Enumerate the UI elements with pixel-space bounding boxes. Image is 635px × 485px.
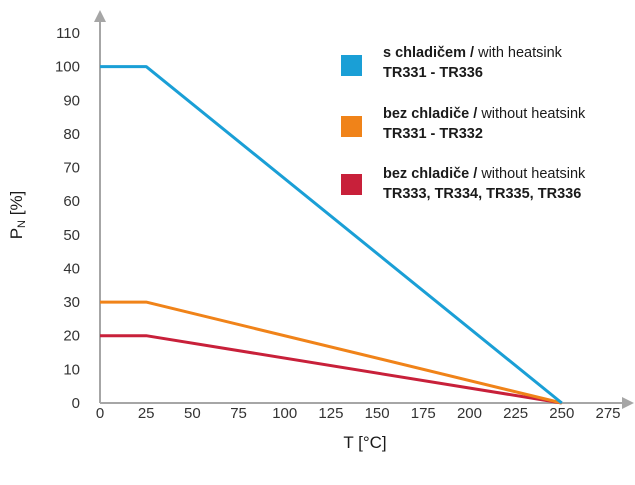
- y-axis-label: PN [%]: [7, 191, 28, 240]
- y-axis-arrow: [94, 10, 106, 22]
- x-tick-label: 50: [184, 405, 201, 422]
- legend-entry-label-regular: without heatsink: [477, 166, 586, 182]
- x-tick-label: 250: [549, 405, 574, 422]
- legend-entry-label: s chladičem / with heatsink: [383, 45, 563, 61]
- x-tick-label: 275: [595, 405, 620, 422]
- legend-entry-label-regular: with heatsink: [474, 45, 563, 61]
- y-axis-label-main: P: [7, 228, 26, 239]
- x-axis-arrow: [622, 397, 634, 409]
- y-tick-label: 80: [63, 126, 80, 143]
- y-tick-label: 40: [63, 260, 80, 277]
- y-tick-label: 30: [63, 294, 80, 311]
- y-tick-label: 60: [63, 193, 80, 210]
- legend-swatch: [341, 55, 362, 76]
- legend-swatch: [341, 174, 362, 195]
- legend-entry-models: TR333, TR334, TR335, TR336: [383, 186, 581, 202]
- series-line: [100, 300, 563, 405]
- x-tick-label: 125: [318, 405, 343, 422]
- x-tick-label: 225: [503, 405, 528, 422]
- x-tick-label: 200: [457, 405, 482, 422]
- x-tick-label: 75: [230, 405, 247, 422]
- x-tick-label: 150: [365, 405, 390, 422]
- y-tick-label: 90: [63, 92, 80, 109]
- y-tick-label: 20: [63, 328, 80, 345]
- y-tick-label: 100: [55, 59, 80, 76]
- x-tick-labels: 0 25 50 75 100 125 150 175 200 225 250 275: [96, 405, 621, 422]
- series-line: [100, 334, 563, 405]
- legend-entry-label-regular: without heatsink: [477, 106, 586, 122]
- legend-entry-models: TR331 - TR336: [383, 65, 483, 81]
- legend-entry-label-bold: bez chladiče /: [383, 166, 477, 182]
- y-tick-label: 110: [56, 25, 80, 42]
- y-axis-label-subscript: N: [16, 220, 28, 228]
- axes: [94, 10, 634, 409]
- y-tick-label: 0: [72, 395, 80, 412]
- x-tick-label: 100: [272, 405, 297, 422]
- legend: s chladičem / with heatsink TR331 - TR336…: [341, 45, 586, 202]
- y-tick-label: 70: [63, 160, 80, 177]
- legend-swatch: [341, 116, 362, 137]
- y-tick-label: 50: [63, 227, 80, 244]
- x-tick-label: 25: [138, 405, 155, 422]
- series-lines: [100, 65, 563, 405]
- legend-entry-label: bez chladiče / without heatsink: [383, 106, 586, 122]
- y-axis-label-unit: [%]: [7, 191, 26, 220]
- x-tick-label: 0: [96, 405, 104, 422]
- legend-entry-label: bez chladiče / without heatsink: [383, 166, 586, 182]
- y-tick-labels: 0 10 20 30 40 50 60 70 80 90 100 110: [55, 25, 80, 412]
- legend-entry-label-bold: bez chladiče /: [383, 106, 477, 122]
- y-tick-label: 10: [63, 361, 80, 378]
- x-axis-label: T [°C]: [343, 433, 386, 452]
- series-line: [100, 65, 563, 405]
- legend-entry-models: TR331 - TR332: [383, 126, 483, 142]
- x-tick-label: 175: [411, 405, 436, 422]
- legend-entry-label-bold: s chladičem /: [383, 45, 474, 61]
